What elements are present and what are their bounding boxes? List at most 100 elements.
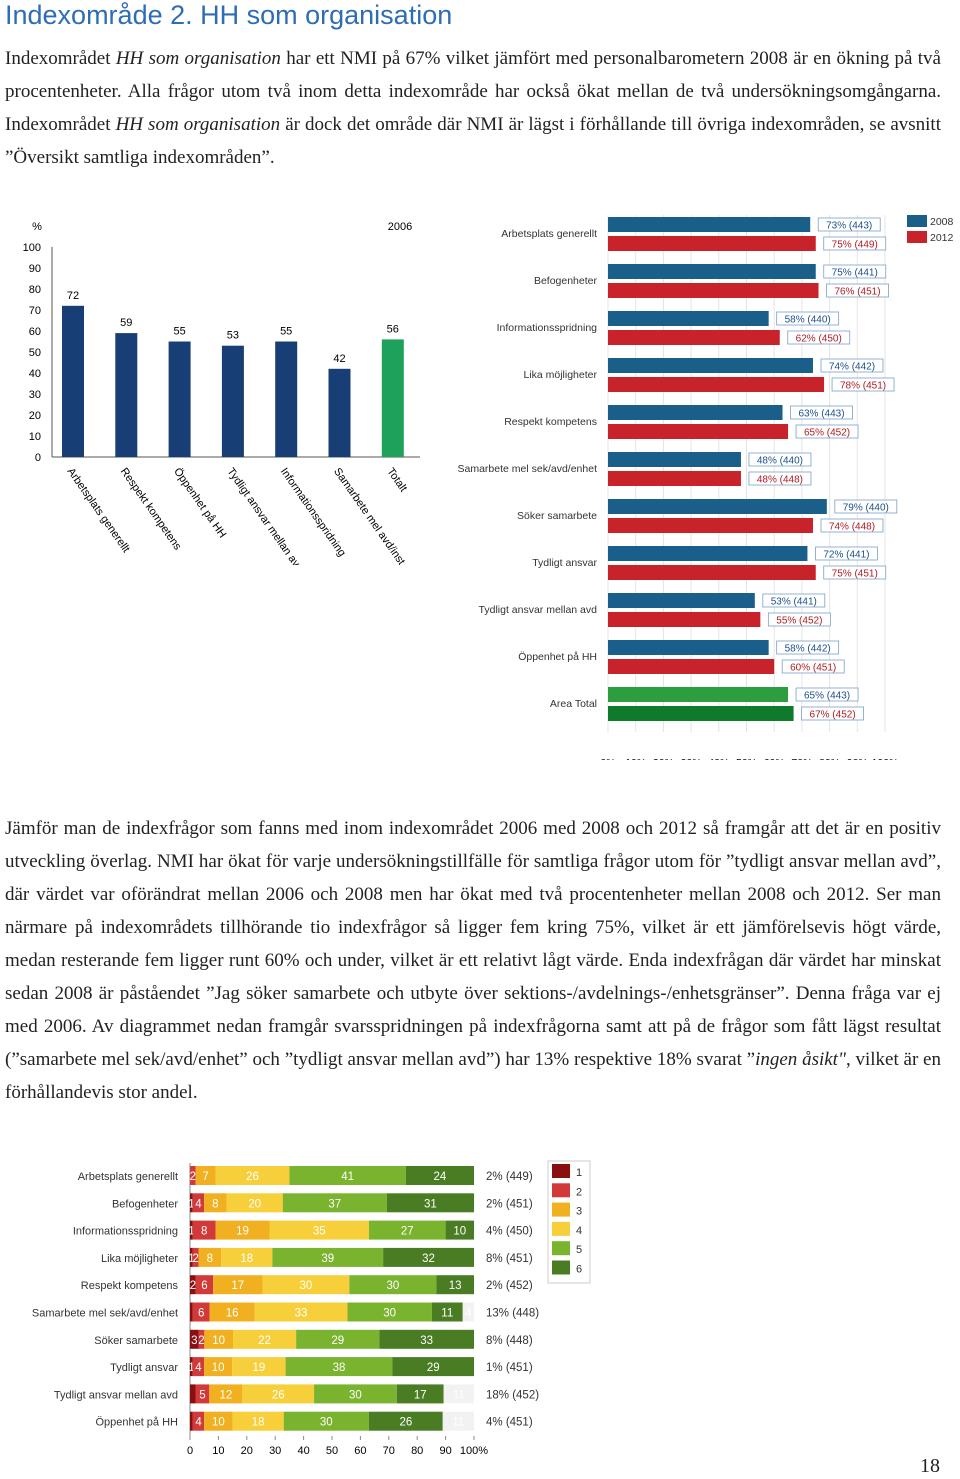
segment-label: 19	[236, 1226, 249, 1238]
bar-segment	[195, 1384, 210, 1404]
bar-segment	[204, 1357, 233, 1377]
bar	[221, 345, 244, 457]
x-tick-label: 30%	[681, 757, 702, 760]
bar	[608, 499, 827, 514]
data-label: 76% (451)	[834, 287, 880, 298]
bar-segment	[254, 1302, 348, 1322]
category-label: Tydligt ansvar	[532, 557, 597, 569]
legend-label: 2012	[930, 232, 954, 244]
bar-segment	[462, 1302, 474, 1322]
x-tick-label: 20	[241, 1445, 253, 1457]
legend-swatch	[552, 1260, 570, 1275]
text-run: har ett NMI på 67% vilket jämfört med pe…	[5, 48, 941, 135]
text-run: , vilket är en förhållandevis stor andel…	[5, 1049, 941, 1103]
category-label: Tydligt ansvar mellan avd	[54, 1389, 178, 1401]
segment-label: 2	[190, 1171, 196, 1183]
segment-label: 12	[219, 1389, 232, 1401]
x-tick-label: 50%	[736, 757, 757, 760]
segment-label: 6	[201, 1280, 207, 1292]
segment-label: 27	[401, 1226, 414, 1238]
x-tick-label: Totalt	[384, 466, 409, 494]
bar-segment	[195, 1275, 214, 1295]
segment-label: 18	[252, 1417, 265, 1429]
data-label-box	[831, 377, 895, 392]
category-label: Söker samarbete	[94, 1335, 178, 1347]
segment-label: 11	[453, 1389, 465, 1401]
legend-swatch	[552, 1221, 570, 1236]
legend-label: 6	[576, 1264, 582, 1276]
data-label-box	[776, 311, 840, 326]
segment-label: 5	[199, 1389, 205, 1401]
bar-segment	[204, 1329, 234, 1349]
bar-segment	[190, 1411, 193, 1431]
segment-label: 38	[333, 1362, 346, 1374]
bar-segment	[405, 1166, 474, 1185]
bar-segment	[192, 1193, 205, 1213]
segment-label: 19	[252, 1362, 265, 1374]
segment-label: 6	[198, 1308, 204, 1320]
no-opinion-label: 13% (448)	[486, 1308, 539, 1320]
segment-label: 32	[422, 1253, 435, 1265]
y-tick-label: 90	[29, 263, 41, 275]
segment-label: 11	[441, 1308, 453, 1320]
segment-label: 39	[321, 1253, 334, 1265]
segment-label: 17	[231, 1280, 244, 1292]
y-tick-label: 70	[29, 305, 41, 317]
comparison-bar-chart-2008-2012: 0% 10% 20% 30% 40% 50% 60% 70% 80% 90% 100% Arbetsp…	[458, 215, 954, 760]
segment-label: 26	[399, 1417, 412, 1429]
y-axis-label: %	[32, 221, 42, 233]
no-opinion-label: 18% (452)	[486, 1389, 539, 1401]
data-label-box	[781, 659, 845, 674]
y-tick-label: 50	[29, 347, 41, 359]
bar-segment	[215, 1220, 270, 1240]
bar	[168, 341, 191, 457]
bar	[608, 358, 813, 373]
data-label-box	[790, 405, 853, 420]
bar	[608, 706, 794, 721]
segment-label: 29	[427, 1362, 440, 1374]
category-label: Samarbete mel sek/avd/enhet	[32, 1308, 178, 1320]
segment-label: 33	[295, 1308, 308, 1320]
bar-segment	[445, 1220, 474, 1240]
segment-label: 10	[212, 1362, 225, 1374]
no-opinion-label: 8% (448)	[486, 1335, 533, 1347]
bar	[608, 405, 783, 420]
bar	[608, 452, 741, 467]
data-label-box	[795, 687, 859, 702]
bar-segment	[221, 1247, 273, 1267]
category-label: Öppenhet på HH	[518, 651, 597, 663]
bar-segment	[190, 1357, 193, 1377]
legend-label: 2008	[930, 216, 954, 228]
segment-label: 11	[452, 1417, 464, 1429]
y-tick-label: 40	[29, 368, 41, 380]
category-label: Befogenheter	[534, 275, 598, 287]
bar-segment	[190, 1329, 199, 1349]
bar	[608, 217, 811, 232]
bar-segment	[242, 1384, 315, 1404]
bar	[608, 236, 816, 251]
data-label: 55% (452)	[776, 616, 822, 627]
data-label: 75% (441)	[832, 268, 878, 279]
data-label: 60% (451)	[790, 663, 836, 674]
segment-label: 7	[202, 1171, 208, 1183]
category-label: Samarbete mel sek/avd/enhet	[458, 463, 598, 475]
bar-segment	[190, 1166, 196, 1185]
data-label-box	[834, 499, 898, 514]
legend-label: 4	[576, 1225, 582, 1237]
data-label: 53% (441)	[771, 597, 817, 608]
legend-swatch	[552, 1241, 570, 1256]
y-tick-label: 80	[29, 284, 41, 296]
data-label: 55	[280, 326, 292, 338]
data-label: 55	[173, 326, 185, 338]
segment-label: 22	[258, 1335, 271, 1347]
data-label: 48% (448)	[757, 475, 803, 486]
segment-label: 8	[207, 1253, 213, 1265]
bar-segment	[368, 1220, 446, 1240]
category-label: Respekt kompetens	[504, 416, 597, 428]
category-label: Arbetsplats generellt	[501, 228, 597, 240]
bar	[608, 546, 808, 561]
data-label: 65% (443)	[804, 691, 850, 702]
segment-label: 10	[212, 1417, 225, 1429]
segment-label: 8	[201, 1226, 207, 1238]
x-tick-label: 80	[411, 1445, 423, 1457]
